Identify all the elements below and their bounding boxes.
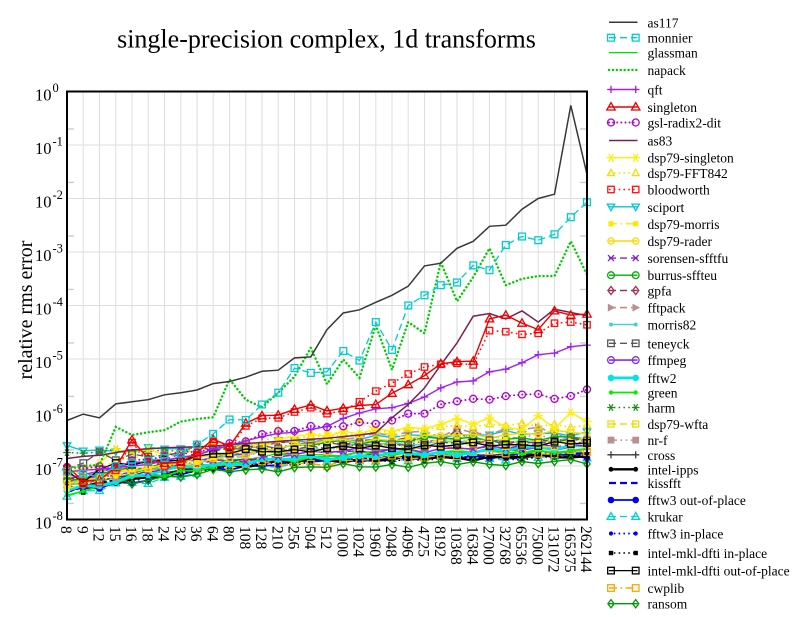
svg-text:dsp79-rader: dsp79-rader bbox=[648, 234, 713, 249]
svg-text:-6: -6 bbox=[53, 402, 63, 416]
svg-text:fftw3 in-place: fftw3 in-place bbox=[648, 527, 724, 542]
svg-text:nr-f: nr-f bbox=[648, 433, 668, 448]
svg-text:10: 10 bbox=[35, 86, 52, 105]
svg-text:single-precision complex, 1d t: single-precision complex, 1d transforms bbox=[117, 25, 536, 54]
svg-text:10: 10 bbox=[35, 300, 52, 319]
svg-text:36: 36 bbox=[187, 526, 204, 542]
svg-text:intel-mkl-dfti in-place: intel-mkl-dfti in-place bbox=[648, 546, 768, 561]
svg-text:128: 128 bbox=[252, 526, 269, 550]
svg-text:64: 64 bbox=[203, 526, 220, 542]
svg-text:relative rms error: relative rms error bbox=[15, 240, 37, 379]
svg-text:10: 10 bbox=[35, 246, 52, 265]
svg-text:-5: -5 bbox=[53, 349, 63, 363]
svg-text:210: 210 bbox=[268, 526, 285, 550]
svg-text:32768: 32768 bbox=[496, 526, 513, 565]
svg-text:4096: 4096 bbox=[398, 526, 415, 557]
svg-text:kissfft: kissfft bbox=[648, 476, 682, 491]
svg-text:ffmpeg: ffmpeg bbox=[648, 353, 687, 368]
svg-text:fftw2: fftw2 bbox=[648, 371, 677, 386]
svg-text:as83: as83 bbox=[648, 134, 673, 149]
svg-text:27000: 27000 bbox=[480, 526, 497, 565]
svg-text:-4: -4 bbox=[53, 295, 64, 309]
svg-text:sciport: sciport bbox=[648, 200, 685, 215]
svg-text:dsp79-morris: dsp79-morris bbox=[648, 217, 720, 232]
svg-text:10: 10 bbox=[35, 407, 52, 426]
svg-text:-1: -1 bbox=[53, 135, 63, 149]
svg-text:gpfa: gpfa bbox=[648, 284, 672, 299]
svg-text:gsl-radix2-dit: gsl-radix2-dit bbox=[648, 116, 722, 131]
svg-text:1000: 1000 bbox=[333, 526, 350, 557]
svg-text:morris82: morris82 bbox=[648, 318, 697, 333]
svg-text:teneyck: teneyck bbox=[648, 336, 690, 351]
svg-text:80: 80 bbox=[220, 526, 237, 542]
svg-text:10: 10 bbox=[35, 514, 52, 533]
svg-text:512: 512 bbox=[317, 526, 334, 549]
svg-text:10: 10 bbox=[35, 139, 52, 158]
svg-text:sorensen-sfftfu: sorensen-sfftfu bbox=[648, 251, 729, 266]
svg-text:10: 10 bbox=[35, 193, 52, 212]
svg-text:cwplib: cwplib bbox=[648, 581, 685, 596]
svg-text:504: 504 bbox=[301, 526, 318, 550]
svg-text:singleton: singleton bbox=[648, 100, 698, 115]
svg-text:fftw3 out-of-place: fftw3 out-of-place bbox=[648, 493, 746, 508]
svg-text:256: 256 bbox=[285, 526, 302, 550]
svg-text:cross: cross bbox=[648, 448, 676, 463]
svg-text:qft: qft bbox=[648, 83, 663, 98]
svg-text:262144: 262144 bbox=[577, 526, 594, 573]
svg-text:18: 18 bbox=[138, 526, 155, 542]
svg-text:0: 0 bbox=[53, 81, 59, 95]
svg-text:165375: 165375 bbox=[561, 526, 578, 573]
svg-text:krukar: krukar bbox=[648, 510, 684, 525]
svg-text:75000: 75000 bbox=[529, 526, 546, 565]
svg-text:as117: as117 bbox=[648, 15, 679, 30]
svg-text:intel-mkl-dfti out-of-place: intel-mkl-dfti out-of-place bbox=[648, 564, 790, 579]
svg-text:10: 10 bbox=[35, 353, 52, 372]
svg-text:16: 16 bbox=[122, 526, 139, 542]
svg-text:65536: 65536 bbox=[512, 526, 529, 565]
svg-text:10368: 10368 bbox=[447, 526, 464, 565]
svg-text:8192: 8192 bbox=[431, 526, 448, 557]
svg-text:12: 12 bbox=[90, 526, 107, 542]
svg-text:24: 24 bbox=[155, 526, 172, 542]
svg-text:dsp79-wfta: dsp79-wfta bbox=[648, 417, 709, 432]
svg-text:monnier: monnier bbox=[648, 31, 693, 46]
svg-text:dsp79-FFT842: dsp79-FFT842 bbox=[648, 166, 728, 181]
svg-text:-8: -8 bbox=[53, 509, 63, 523]
svg-text:1960: 1960 bbox=[366, 526, 383, 557]
svg-text:-7: -7 bbox=[53, 456, 63, 470]
svg-text:8: 8 bbox=[57, 526, 74, 534]
svg-text:ransom: ransom bbox=[648, 597, 688, 612]
svg-text:32: 32 bbox=[171, 526, 188, 542]
svg-text:10: 10 bbox=[35, 460, 52, 479]
svg-text:fftpack: fftpack bbox=[648, 301, 686, 316]
svg-text:harm: harm bbox=[648, 401, 676, 416]
svg-text:1024: 1024 bbox=[350, 526, 367, 557]
svg-text:131072: 131072 bbox=[545, 526, 562, 573]
svg-text:green: green bbox=[648, 386, 678, 401]
svg-text:dsp79-singleton: dsp79-singleton bbox=[648, 151, 734, 166]
svg-text:108: 108 bbox=[236, 526, 253, 550]
svg-text:15: 15 bbox=[106, 526, 123, 542]
svg-text:4725: 4725 bbox=[415, 526, 432, 557]
svg-text:-3: -3 bbox=[53, 242, 63, 256]
svg-text:intel-ipps: intel-ipps bbox=[648, 462, 699, 477]
svg-text:glassman: glassman bbox=[648, 46, 698, 61]
svg-text:burrus-sffteu: burrus-sffteu bbox=[648, 268, 718, 283]
svg-text:16384: 16384 bbox=[463, 526, 480, 565]
svg-text:-2: -2 bbox=[53, 188, 63, 202]
svg-text:napack: napack bbox=[648, 63, 686, 78]
svg-text:2048: 2048 bbox=[382, 526, 399, 557]
svg-text:9: 9 bbox=[74, 526, 91, 534]
svg-text:bloodworth: bloodworth bbox=[648, 183, 710, 198]
